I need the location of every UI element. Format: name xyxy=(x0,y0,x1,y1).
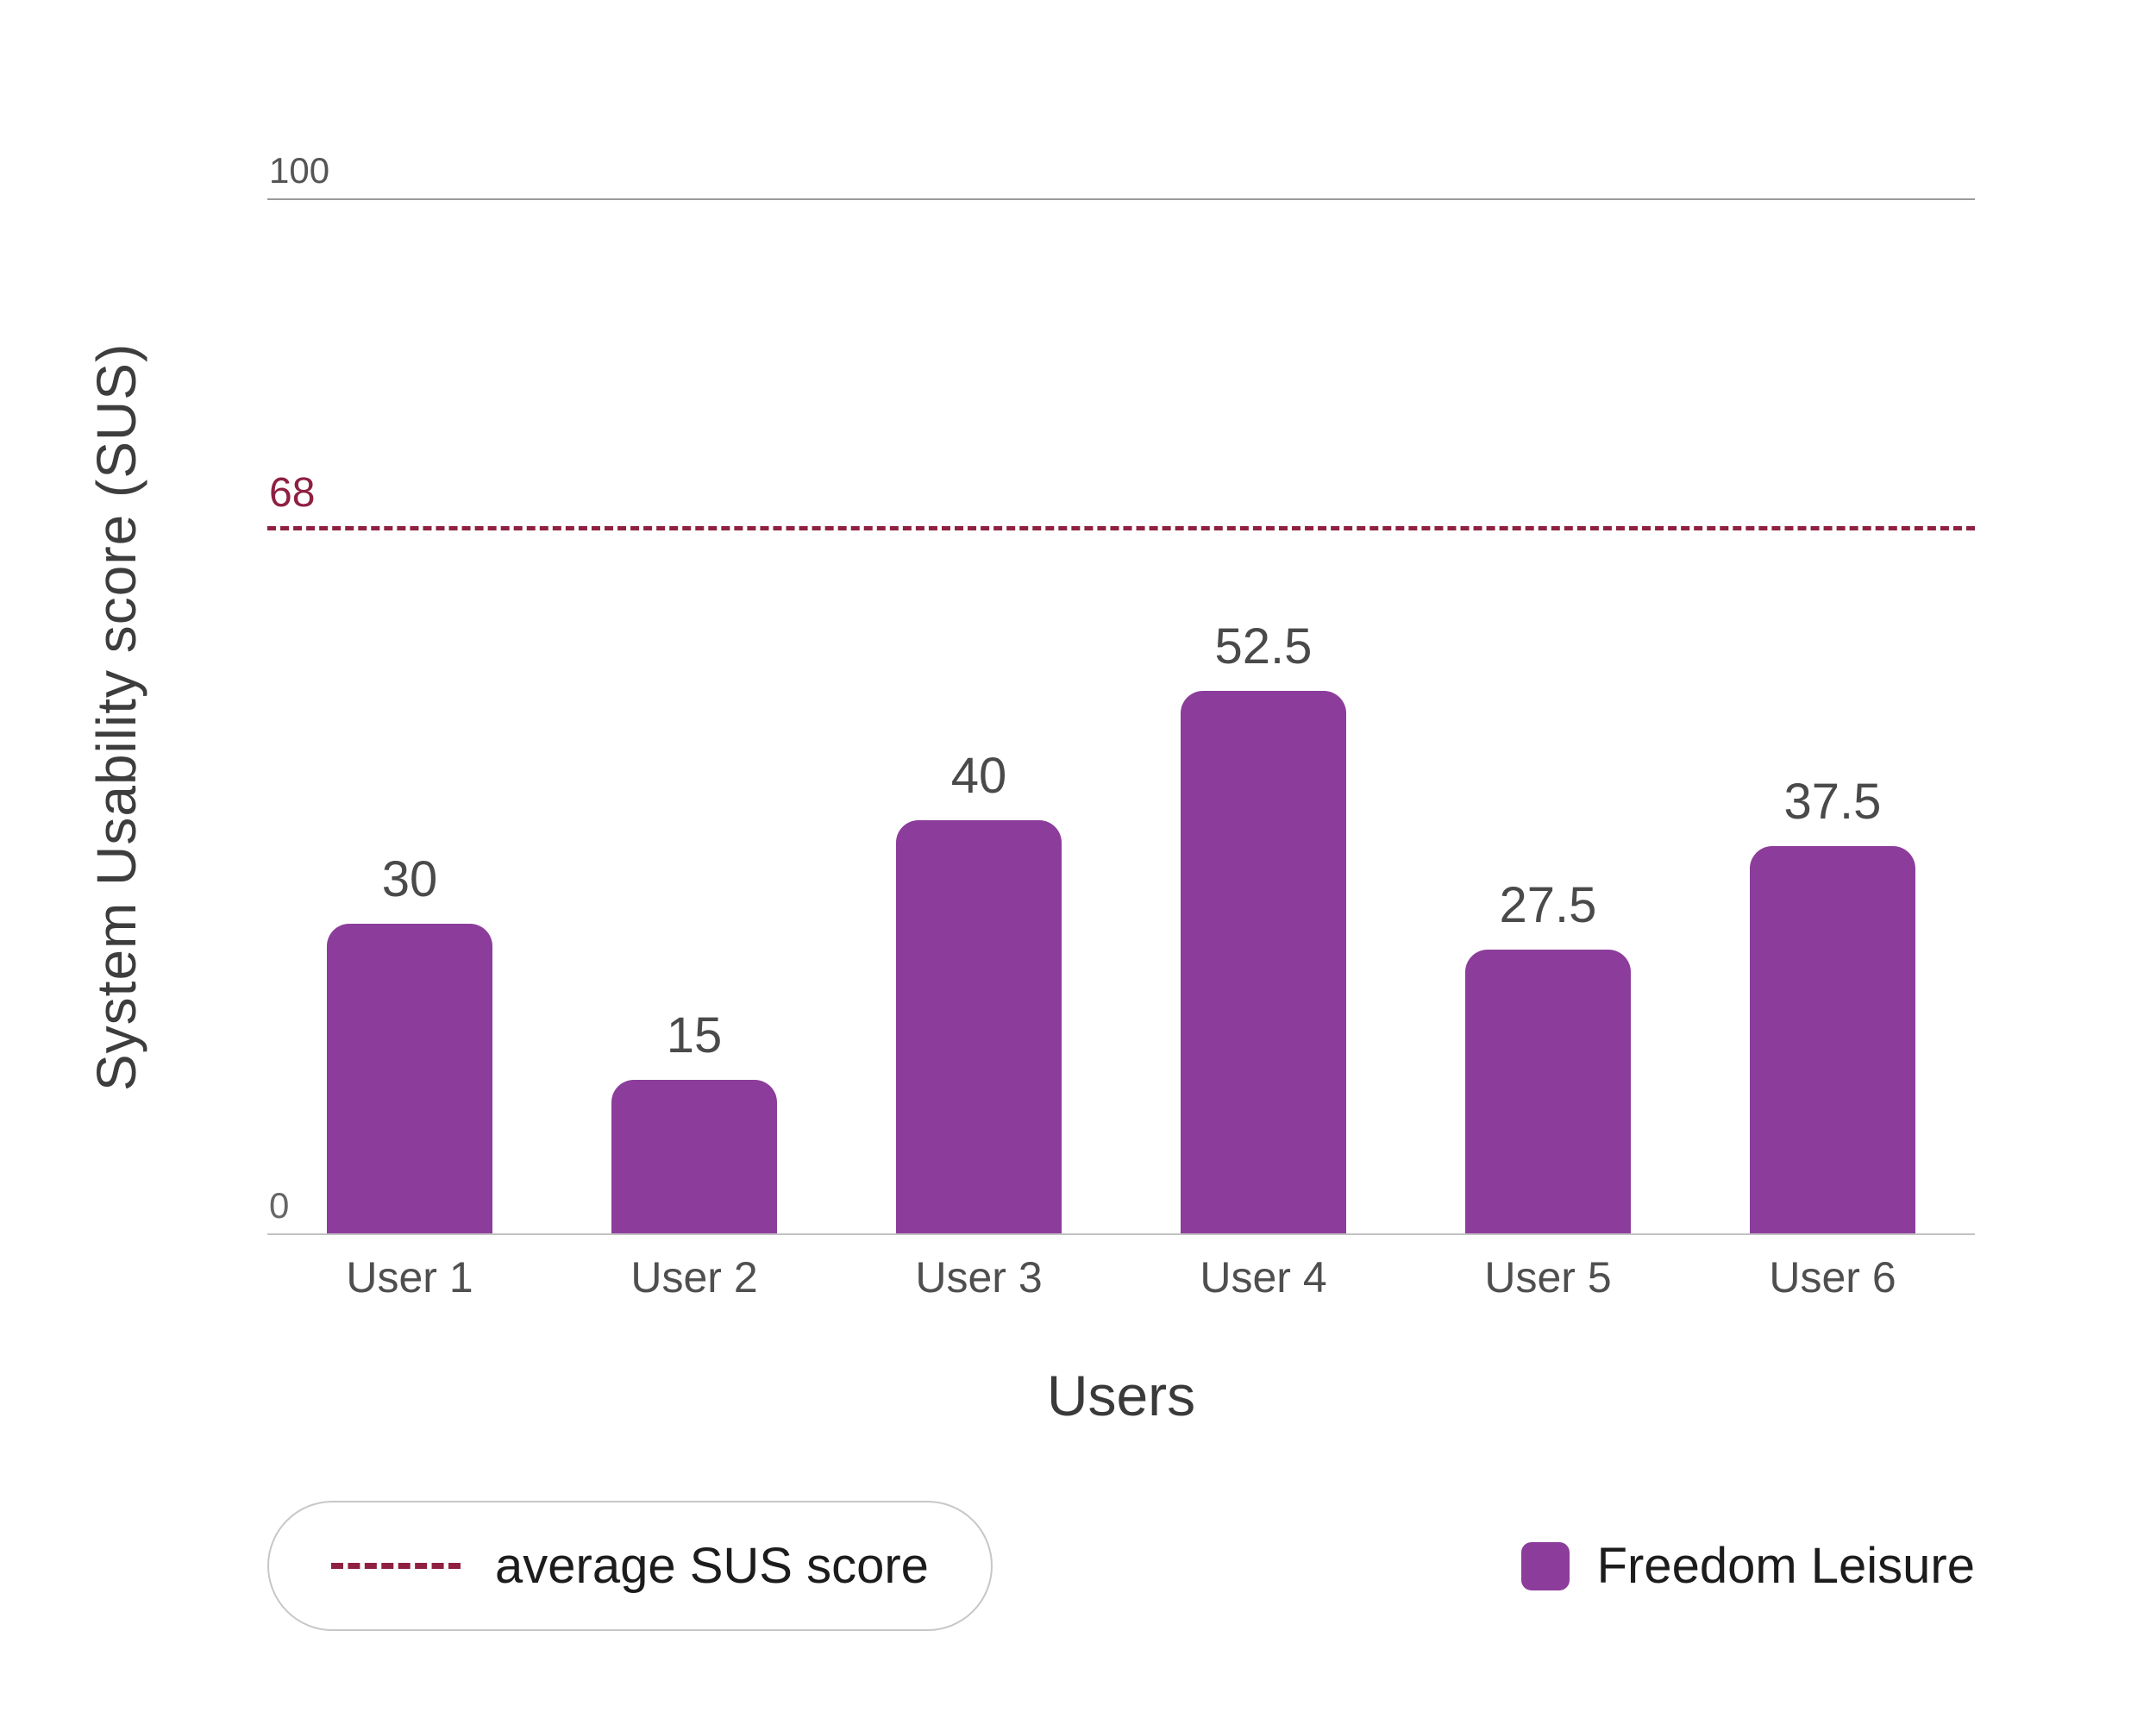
x-axis-line xyxy=(267,1233,1975,1235)
plot-area: 100 68 30 15 40 52.5 27.5 37.5 0 xyxy=(267,150,1975,1235)
legend-average-label: average SUS score xyxy=(495,1538,929,1594)
x-category-label: User 4 xyxy=(1200,1253,1327,1302)
bar-value-label: 15 xyxy=(666,1007,723,1063)
gridline-100 xyxy=(267,198,1975,200)
y-tick-100: 100 xyxy=(269,150,330,191)
bar xyxy=(1465,950,1631,1235)
bar xyxy=(1181,690,1346,1235)
legend-freedom-leisure: Freedom Leisure xyxy=(1520,1537,1975,1595)
purple-square-swatch-icon xyxy=(1520,1541,1570,1590)
legend-series-label: Freedom Leisure xyxy=(1596,1538,1975,1594)
bar-column: 30 xyxy=(267,198,552,1235)
legend-average-sus: average SUS score xyxy=(267,1501,993,1631)
bar-value-label: 52.5 xyxy=(1214,618,1313,674)
x-category-label: User 2 xyxy=(630,1253,758,1302)
x-category-label: User 1 xyxy=(346,1253,473,1302)
x-axis-title: Users xyxy=(1046,1364,1196,1427)
x-category-label: User 6 xyxy=(1769,1253,1896,1302)
bar xyxy=(1750,846,1915,1235)
x-category-label: User 5 xyxy=(1484,1253,1612,1302)
y-axis-title: System Usability score (SUS) xyxy=(85,342,147,1091)
bar-value-label: 30 xyxy=(381,851,438,908)
average-sus-reference-line xyxy=(267,525,1975,530)
bars-group: 30 15 40 52.5 27.5 37.5 xyxy=(267,198,1975,1235)
x-axis-labels: User 1 User 2 User 3 User 4 User 5 User 6 xyxy=(267,1252,1975,1302)
y-tick-0: 0 xyxy=(269,1185,290,1226)
bar-column: 40 xyxy=(837,198,1121,1235)
dashed-line-swatch-icon xyxy=(331,1563,461,1569)
x-category-label: User 3 xyxy=(915,1253,1043,1302)
bar-value-label: 37.5 xyxy=(1783,774,1882,831)
bar xyxy=(896,820,1062,1235)
bar xyxy=(327,924,492,1235)
reference-line-label: 68 xyxy=(269,469,316,516)
bar-column: 15 xyxy=(552,198,837,1235)
bar-column: 37.5 xyxy=(1690,198,1975,1235)
bar-value-label: 40 xyxy=(950,748,1007,805)
bar-column: 27.5 xyxy=(1406,198,1690,1235)
bar xyxy=(611,1079,777,1235)
bar-column: 52.5 xyxy=(1121,198,1406,1235)
legend: average SUS score Freedom Leisure xyxy=(267,1501,1975,1631)
bar-value-label: 27.5 xyxy=(1499,877,1597,934)
